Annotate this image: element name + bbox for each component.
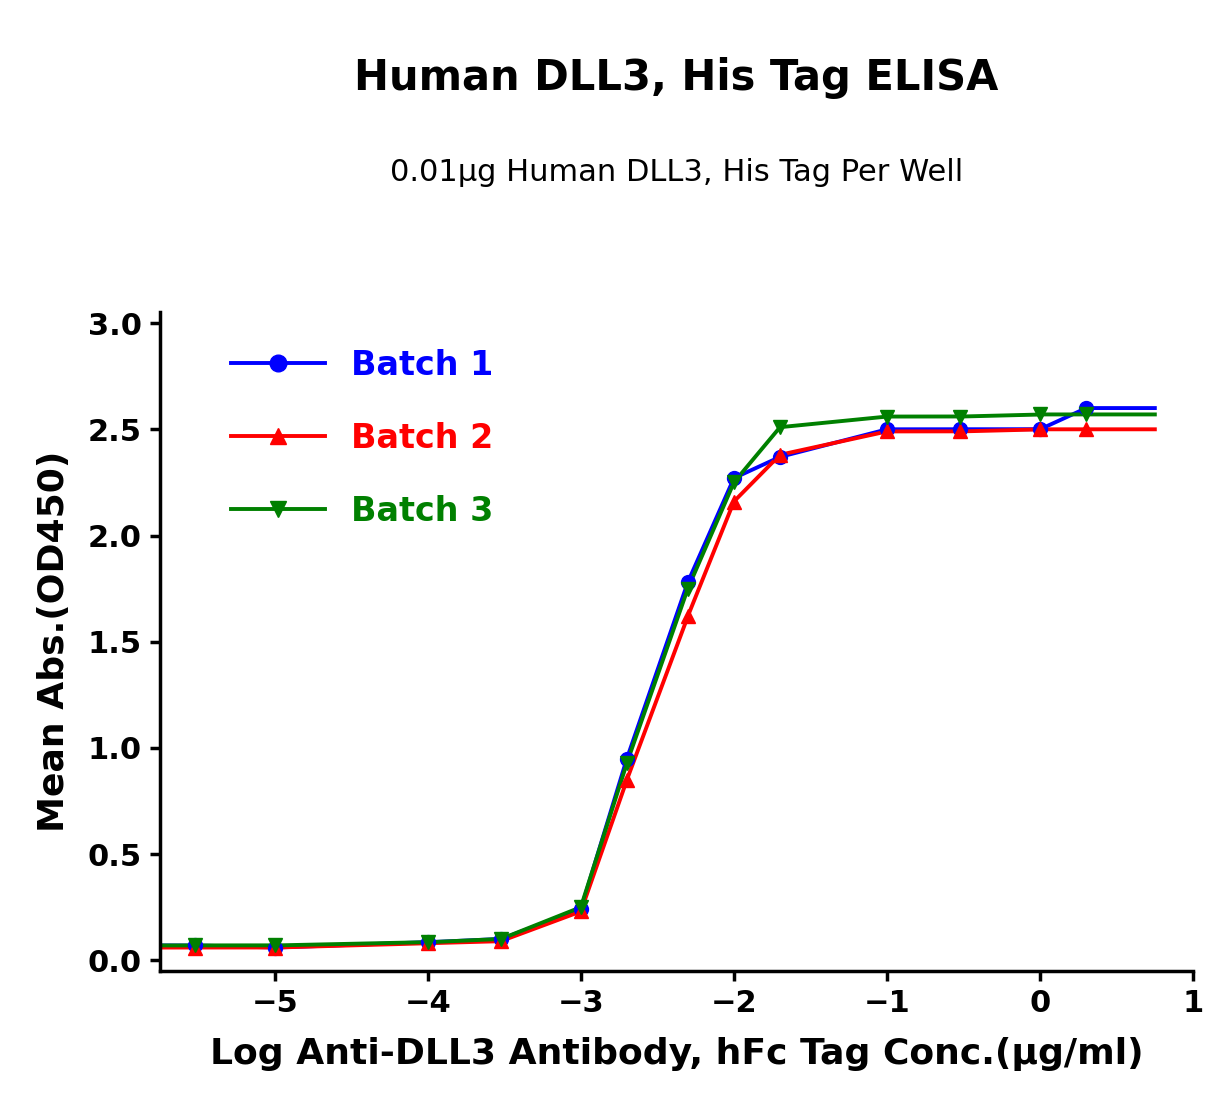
Text: Human DLL3, His Tag ELISA: Human DLL3, His Tag ELISA bbox=[354, 57, 999, 99]
X-axis label: Log Anti-DLL3 Antibody, hFc Tag Conc.(μg/ml): Log Anti-DLL3 Antibody, hFc Tag Conc.(μg… bbox=[209, 1038, 1144, 1071]
Legend: Batch 1, Batch 2, Batch 3: Batch 1, Batch 2, Batch 3 bbox=[218, 336, 507, 541]
Y-axis label: Mean Abs.(OD450): Mean Abs.(OD450) bbox=[37, 451, 71, 833]
Text: 0.01μg Human DLL3, His Tag Per Well: 0.01μg Human DLL3, His Tag Per Well bbox=[390, 158, 963, 187]
